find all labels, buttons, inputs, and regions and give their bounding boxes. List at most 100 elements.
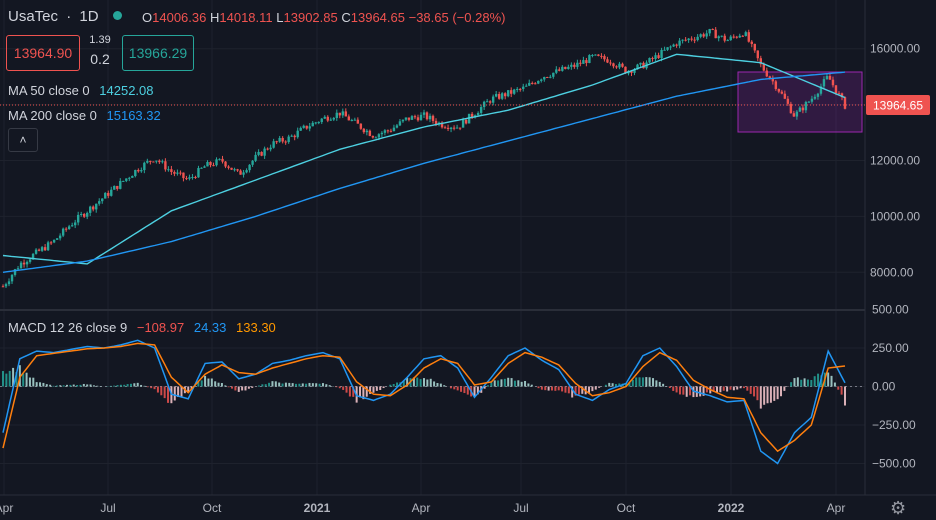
sell-button[interactable]: 13964.90: [6, 35, 80, 71]
signal-line: [2, 342, 846, 453]
macd-histogram-bar: [28, 377, 31, 387]
highlight-rectangle[interactable]: [737, 71, 863, 133]
interval-label[interactable]: 1D: [79, 8, 99, 25]
candle-body: [528, 82, 531, 86]
candle-body: [440, 122, 444, 128]
macd-histogram-bar: [564, 386, 567, 393]
macd-histogram-bar: [574, 386, 577, 396]
candle-body: [443, 127, 447, 129]
buy-button[interactable]: 13966.29: [122, 35, 194, 71]
macd-histogram-bar: [82, 383, 85, 387]
candle-body: [131, 176, 134, 178]
macd-histogram-bar: [288, 382, 291, 387]
candle-body: [759, 58, 762, 65]
candle-body: [365, 130, 369, 133]
macd-histogram-bar: [439, 383, 442, 387]
macd-histogram-bar: [214, 381, 217, 387]
candle-body: [254, 154, 257, 161]
macd-histogram-bar: [722, 386, 725, 391]
ma50-value: 14252.08: [99, 83, 154, 98]
macd-line: [2, 339, 846, 465]
candle-body: [621, 63, 624, 67]
ma50-label: MA 50 close 0: [8, 83, 90, 98]
macd-histogram-bar: [321, 383, 324, 387]
candle-body: [588, 55, 591, 64]
macd-histogram-bar: [493, 380, 496, 387]
macd-histogram-bar: [382, 386, 385, 389]
macd-histogram-bar: [466, 386, 469, 395]
candle-body: [185, 178, 188, 180]
macd-histogram-bar: [500, 379, 503, 387]
macd-pane: [2, 339, 846, 465]
gear-icon[interactable]: ⚙: [890, 498, 907, 518]
macd-histogram-bar: [618, 383, 621, 387]
candle-body: [630, 71, 633, 73]
candle-body: [422, 112, 426, 115]
time-tick-label: 2021: [304, 501, 331, 515]
candle-body: [503, 93, 507, 97]
candle-body: [113, 185, 116, 190]
candle-body: [70, 225, 74, 227]
candle-body: [618, 63, 621, 68]
macd-histogram-bar: [406, 377, 409, 387]
candle-body: [40, 247, 44, 251]
macd-histogram-bar: [396, 382, 399, 387]
candle-body: [780, 91, 784, 94]
candle-body: [290, 135, 293, 137]
candle-body: [693, 39, 696, 41]
candle-body: [699, 34, 702, 37]
candle-body: [525, 85, 528, 87]
macd-histogram-bar: [133, 383, 136, 387]
candle-body: [107, 192, 110, 196]
macd-histogram-bar: [160, 386, 163, 396]
price-tick-label: 12000.00: [870, 154, 920, 168]
candle-body: [125, 178, 128, 181]
macd-histogram-bar: [278, 382, 281, 387]
ma200-legend[interactable]: MA 200 close 0 15163.32: [8, 108, 161, 123]
candle-body: [242, 172, 245, 175]
candle-body: [92, 206, 95, 210]
candle-body: [164, 161, 167, 170]
macd-histogram-bar: [311, 383, 314, 387]
candle-body: [305, 125, 308, 129]
symbol-header[interactable]: UsaTec · 1D: [8, 8, 122, 25]
macd-histogram-bar: [776, 386, 779, 400]
macd-histogram-bar: [631, 379, 634, 387]
macd-histogram-bar: [348, 386, 351, 397]
candle-body: [476, 112, 480, 116]
time-axis[interactable]: Apr Jul Oct 2021 Apr Jul Oct 2022 Apr: [0, 501, 845, 515]
candle-body: [834, 85, 838, 94]
macd-value-2: 24.33: [193, 320, 227, 335]
macd-histogram-bar: [614, 384, 617, 387]
candle-body: [362, 128, 366, 133]
macd-histogram-bar: [588, 386, 591, 393]
macd-histogram-bar: [513, 380, 516, 387]
candle-body: [558, 69, 561, 71]
macd-histogram-bar: [594, 386, 597, 390]
candle-body: [819, 86, 823, 94]
candle-body: [777, 89, 781, 92]
ma50-legend[interactable]: MA 50 close 0 14252.08: [8, 83, 154, 98]
candle-body: [167, 169, 170, 171]
macd-histogram-bar: [153, 386, 156, 390]
macd-legend[interactable]: MACD 12 26 close 9 −108.97 24.33 133.30: [8, 320, 276, 335]
candle-body: [738, 35, 741, 38]
candle-body: [16, 268, 20, 270]
candle-body: [46, 242, 50, 251]
candle-body: [200, 167, 203, 169]
candle-body: [494, 94, 498, 97]
macd-histogram-bar: [780, 386, 783, 397]
chevron-up-icon[interactable]: ˄: [8, 128, 38, 152]
macd-histogram-bar: [284, 382, 287, 387]
macd-histogram-bar: [318, 383, 321, 387]
candle-body: [230, 167, 233, 170]
candle-body: [95, 203, 98, 210]
candle-body: [750, 41, 753, 44]
macd-histogram-bar: [163, 386, 166, 399]
macd-histogram-bar: [109, 385, 112, 387]
macd-histogram-bar: [412, 377, 415, 387]
macd-histogram-bar: [662, 383, 665, 387]
candle-body: [654, 55, 657, 60]
moving-average-lines: [2, 53, 846, 273]
macd-histogram-bar: [544, 386, 547, 391]
